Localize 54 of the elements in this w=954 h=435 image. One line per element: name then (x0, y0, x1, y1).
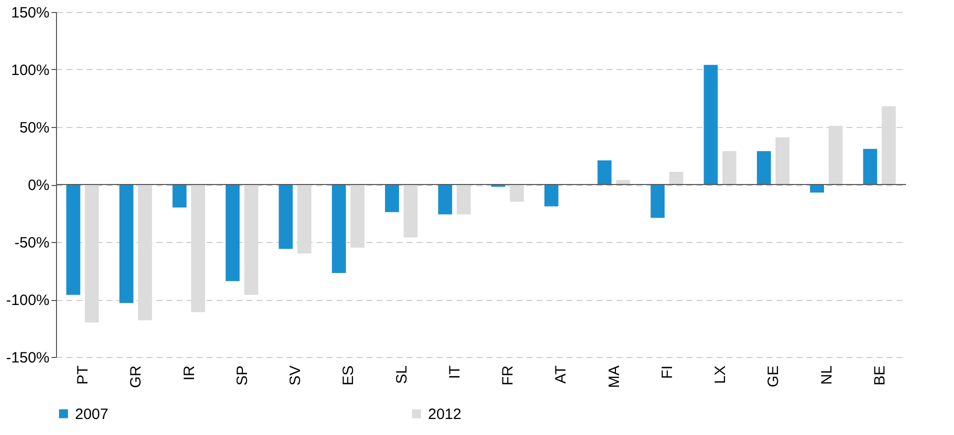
x-tick-label: GR (128, 365, 145, 388)
x-tick-label: BE (871, 366, 888, 386)
bar (278, 184, 293, 249)
y-tick-label: -50% (14, 234, 50, 252)
x-tick-label: FR (500, 365, 517, 386)
x-tick-label: PT (74, 366, 92, 385)
bar (544, 184, 558, 206)
x-tick-label: ES (340, 366, 358, 386)
bar (863, 148, 878, 184)
bar (438, 184, 452, 214)
bar (882, 106, 896, 184)
bar (66, 184, 80, 295)
y-tick-label: 150% (11, 4, 50, 22)
bar (650, 184, 665, 218)
bar (722, 151, 736, 184)
x-tick-label: SL (393, 366, 410, 384)
bar (756, 151, 771, 184)
y-tick-label: 100% (11, 62, 50, 79)
bar (385, 184, 400, 212)
x-tick-label: FI (658, 366, 676, 379)
bar (669, 172, 684, 184)
bar (404, 184, 418, 238)
bar (244, 184, 258, 295)
x-tick-label: SP (234, 366, 251, 386)
bar (704, 64, 718, 184)
bar (350, 184, 364, 248)
bar (510, 184, 524, 202)
bar (226, 184, 240, 282)
bar (297, 184, 312, 254)
bar (828, 126, 843, 184)
bar (84, 184, 99, 322)
y-tick-label: -150% (6, 350, 50, 366)
x-tick-label: AT (552, 366, 570, 384)
bar (191, 184, 206, 312)
legend-label: 2007 (75, 406, 108, 423)
y-tick-label: 0% (28, 177, 50, 194)
y-tick-label: -100% (6, 292, 50, 309)
x-tick-label: NL (818, 366, 836, 385)
bar (138, 184, 152, 320)
bar (810, 184, 824, 193)
x-tick-label: LX (712, 366, 730, 384)
bar (172, 184, 187, 208)
x-tick-label: SV (287, 366, 304, 386)
bar (119, 184, 134, 303)
x-tick-label: IT (446, 366, 464, 379)
x-tick-label: GE (765, 366, 782, 388)
bar (456, 184, 471, 214)
legend-label: 2012 (428, 406, 462, 423)
x-tick-label: IR (180, 365, 198, 380)
bar (598, 160, 612, 184)
bar (775, 137, 790, 184)
bar (332, 184, 346, 274)
x-tick-label: MA (606, 366, 623, 388)
y-tick-label: 50% (19, 120, 50, 136)
